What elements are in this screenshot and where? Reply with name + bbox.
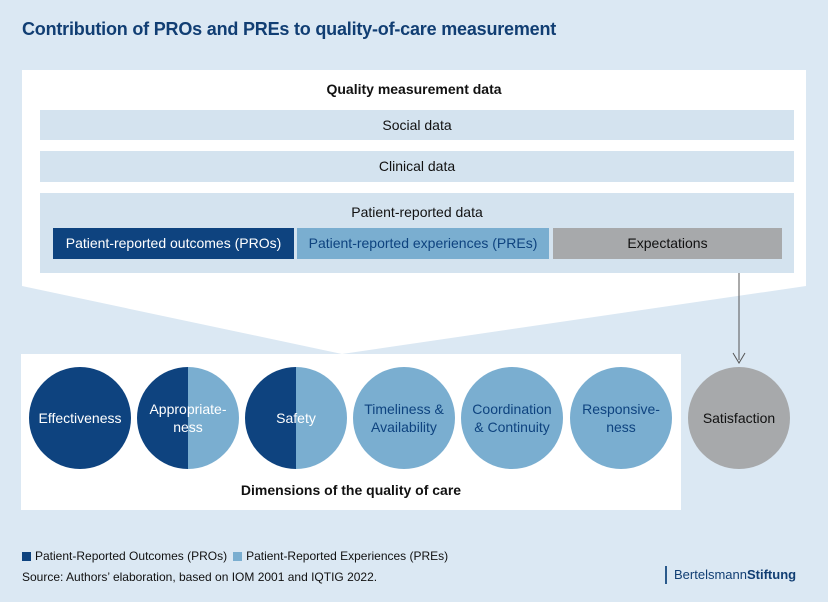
quality-measurement-title: Quality measurement data [326, 81, 502, 97]
page-title: Contribution of PROs and PREs to quality… [22, 19, 557, 39]
circle-responsiveness: Responsive- ness [570, 367, 672, 469]
legend: Patient-Reported Outcomes (PROs) Patient… [22, 549, 448, 563]
timeliness-line-2: Availability [371, 419, 437, 435]
appropriateness-label: Appropriate- ness [149, 400, 226, 436]
coordination-label: Coordination & Continuity [472, 400, 551, 436]
satisfaction-label: Satisfaction [702, 410, 776, 426]
legend-pres-swatch [233, 551, 243, 561]
appropriateness-line-2: ness [173, 419, 203, 435]
legend-pros-label: Patient-Reported Outcomes (PROs) [35, 549, 228, 563]
circle-coordination: Coordination & Continuity [461, 367, 563, 469]
clinical-data-band: Clinical data [40, 151, 794, 182]
patient-reported-label: Patient-reported data [351, 204, 483, 220]
responsiveness-line-1: Responsive- [582, 401, 660, 417]
legend-pres-label: Patient-Reported Experiences (PREs) [246, 549, 449, 563]
pros-box: Patient-reported outcomes (PROs) [53, 228, 294, 259]
coordination-line-2: & Continuity [474, 419, 550, 435]
responsiveness-line-2: ness [606, 419, 636, 435]
coordination-line-1: Coordination [472, 401, 552, 417]
pres-box: Patient-reported experiences (PREs) [297, 228, 549, 259]
safety-label: Safety [276, 410, 316, 426]
timeliness-line-1: Timeliness & [364, 401, 444, 417]
source-note: Source: Authors’ elaboration, based on I… [22, 570, 378, 584]
circle-effectiveness: Effectiveness [29, 367, 131, 469]
expectations-box: Expectations [553, 228, 782, 259]
legend-pros-swatch [22, 551, 31, 561]
dimensions-label: Dimensions of the quality of care [240, 482, 462, 498]
circle-satisfaction: Satisfaction [688, 367, 790, 469]
responsiveness-label: Responsive- ness [582, 400, 660, 436]
appropriateness-line-1: Appropriate- [149, 401, 227, 417]
brand-logo: BertelsmannStiftung [665, 566, 796, 584]
social-data-band: Social data [40, 110, 794, 140]
brand-part-2: Stiftung [746, 567, 797, 582]
circle-safety: Safety [245, 367, 347, 469]
circle-timeliness: Timeliness & Availability [353, 367, 455, 469]
brand-part-1: Bertelsmann [674, 567, 747, 582]
timeliness-label: Timeliness & Availability [364, 400, 444, 436]
effectiveness-label: Effectiveness [38, 410, 122, 426]
expectations-arrow-head [732, 352, 746, 364]
circle-appropriateness: Appropriate- ness [137, 367, 239, 469]
